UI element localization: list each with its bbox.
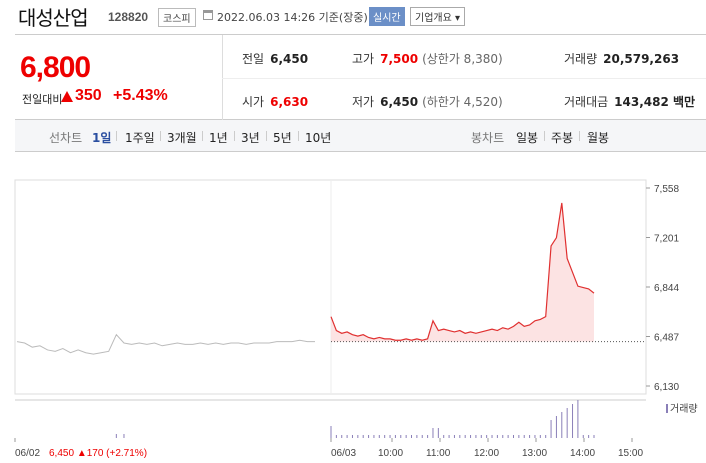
amount-label: 거래대금 [564, 95, 609, 109]
y-tick-label: 7,201 [654, 234, 679, 245]
high-value: 7,500 [380, 52, 419, 66]
tab-3year[interactable]: 3년 [241, 131, 260, 145]
low-price: 저가 6,450 (하한가 4,520) [352, 93, 503, 110]
tab-1day[interactable]: 1일 [92, 131, 112, 145]
volume-label: 거래량 [564, 52, 598, 66]
header: 대성산업 128820 코스피 2022.06.03 14:26 기준(장중) … [0, 0, 706, 34]
tab-1week[interactable]: 1주일 [125, 131, 155, 145]
tab-weekly[interactable]: 주봉 [551, 131, 574, 145]
prev-day-line [16, 333, 315, 355]
calendar-icon [203, 10, 213, 20]
x-tick-label: 06/02 [15, 448, 40, 459]
divider [298, 131, 299, 141]
stock-code: 128820 [108, 10, 149, 24]
trade-amount: 거래대금 143,482 백만 [564, 93, 695, 110]
divider [579, 131, 580, 141]
y-tick-label: 7,558 [654, 184, 679, 195]
prev-day-footer: 6,450 ▲170 (+2.71%) [49, 448, 147, 459]
x-tick-label: 12:00 [474, 448, 499, 459]
y-tick-label: 6,130 [654, 382, 679, 393]
today-line [330, 202, 595, 341]
prev-close: 전일 6,450 [242, 50, 308, 67]
today-area [331, 202, 594, 342]
x-tick-label: 15:00 [618, 448, 643, 459]
x-tick-label: 06/03 [331, 448, 356, 459]
prev-label: 전일 [242, 52, 265, 66]
low-value: 6,450 [380, 95, 419, 109]
chart-tabs: 선차트 1일 1주일 3개월 1년 3년 5년 10년 봉차트 일봉 주봉 월봉 [15, 120, 706, 152]
stock-name: 대성산업 [18, 6, 89, 30]
divider [544, 131, 545, 141]
tab-monthly[interactable]: 월봉 [587, 131, 610, 145]
divider [266, 131, 267, 141]
tab-10year[interactable]: 10년 [305, 131, 332, 145]
open-label: 시가 [242, 95, 265, 109]
footer-price: 6,450 [49, 448, 77, 459]
volume-legend-swatch [666, 404, 668, 413]
upper-limit: (상한가 8,380) [422, 52, 503, 66]
change-label: 전일대비 [22, 93, 63, 106]
volume: 거래량 20,579,263 [564, 50, 679, 67]
footer-change: ▲170 (+2.71%) [77, 448, 147, 459]
divider [116, 131, 117, 141]
x-tick-label: 14:00 [570, 448, 595, 459]
line-chart-label: 선차트 [49, 131, 83, 145]
up-triangle-icon [61, 91, 73, 102]
x-tick-label: 10:00 [378, 448, 403, 459]
high-price: 고가 7,500 (상한가 8,380) [352, 50, 503, 67]
company-info-dropdown[interactable]: 기업개요 ▾ [410, 7, 465, 26]
y-tick-label: 6,487 [654, 333, 679, 344]
current-price: 6,800 [20, 51, 91, 84]
open-value: 6,630 [270, 95, 309, 109]
price-chart: 7,558 7,201 6,844 6,487 6,130 거래량 06/02 06/03 10… [14, 179, 698, 459]
divider [202, 131, 203, 141]
market-badge: 코스피 [158, 8, 196, 27]
low-label: 저가 [352, 95, 375, 109]
tab-daily[interactable]: 일봉 [516, 131, 539, 145]
quote-panel: 6,800 전일대비 350 +5.43% 전일 6,450 고가 7,500 (상한… [15, 34, 706, 121]
realtime-button[interactable]: 실시간 [369, 7, 405, 26]
tab-5year[interactable]: 5년 [273, 131, 292, 145]
amount-value: 143,482 백만 [614, 95, 696, 109]
divider [160, 131, 161, 141]
candle-chart-label: 봉차트 [471, 131, 505, 145]
tab-3month[interactable]: 3개월 [167, 131, 197, 145]
divider [222, 78, 706, 79]
change-percent: +5.43% [113, 87, 168, 104]
volume-value: 20,579,263 [603, 52, 680, 66]
x-tick-label: 13:00 [522, 448, 547, 459]
tab-1year[interactable]: 1년 [209, 131, 228, 145]
quote-date: 2022.06.03 14:26 기준(장중) [217, 11, 368, 24]
y-tick-label: 6,844 [654, 283, 679, 294]
x-tick-label: 11:00 [426, 448, 451, 459]
change-value: 350 [75, 87, 102, 104]
prev-value: 6,450 [270, 52, 309, 66]
volume-legend-label: 거래량 [670, 403, 698, 415]
lower-limit: (하한가 4,520) [422, 95, 503, 109]
open-price: 시가 6,630 [242, 93, 308, 110]
divider [234, 131, 235, 141]
high-label: 고가 [352, 52, 375, 66]
